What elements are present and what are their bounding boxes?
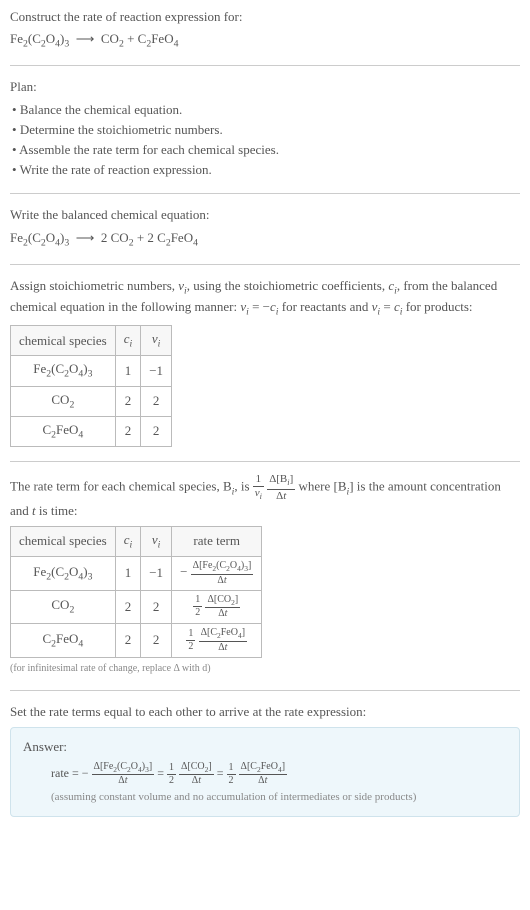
cell: 1 xyxy=(115,557,141,591)
col-header: chemical species xyxy=(11,526,116,556)
cell: C2FeO4 xyxy=(11,416,116,446)
table2-footnote: (for infinitesimal rate of change, repla… xyxy=(10,662,520,676)
plan-list: Balance the chemical equation. Determine… xyxy=(10,101,520,180)
header-prompt: Construct the rate of reaction expressio… xyxy=(10,8,520,26)
cell: C2FeO4 xyxy=(11,624,116,658)
table-row: C2FeO4 2 2 xyxy=(11,416,172,446)
rateterm-text: The rate term for each chemical species,… xyxy=(10,474,520,520)
plan-item: Balance the chemical equation. xyxy=(12,101,520,119)
cell: 1 xyxy=(115,356,141,386)
col-header: ci xyxy=(115,326,141,356)
cell: 2 xyxy=(115,624,141,658)
col-header: νi xyxy=(141,526,172,556)
answer-box: Answer: rate = − Δ[Fe2(C2O4)3]Δt = 12 Δ[… xyxy=(10,727,520,817)
table-row: C2FeO4 2 2 12 Δ[C2FeO4]Δt xyxy=(11,624,262,658)
cell: 2 xyxy=(115,416,141,446)
cell: −1 xyxy=(141,557,172,591)
plan-item: Assemble the rate term for each chemical… xyxy=(12,141,520,159)
rateterm-section: The rate term for each chemical species,… xyxy=(10,474,520,675)
table-row: Fe2(C2O4)3 1 −1 xyxy=(11,356,172,386)
divider xyxy=(10,461,520,462)
plan-title: Plan: xyxy=(10,78,520,96)
answer-equation: rate = − Δ[Fe2(C2O4)3]Δt = 12 Δ[CO2]Δt =… xyxy=(23,762,507,787)
balanced-title: Write the balanced chemical equation: xyxy=(10,206,520,224)
cell: 2 xyxy=(141,386,172,416)
col-header: νi xyxy=(141,326,172,356)
balanced-equation: Fe2(C2O4)3 ⟶ 2 CO2 + 2 C2FeO4 xyxy=(10,229,520,250)
cell: 12 Δ[CO2]Δt xyxy=(172,590,262,624)
col-header: ci xyxy=(115,526,141,556)
cell: 12 Δ[C2FeO4]Δt xyxy=(172,624,262,658)
cell: Fe2(C2O4)3 xyxy=(11,557,116,591)
assign-section: Assign stoichiometric numbers, νi, using… xyxy=(10,277,520,447)
cell: − Δ[Fe2(C2O4)3]Δt xyxy=(172,557,262,591)
cell: 2 xyxy=(141,624,172,658)
table-row: Fe2(C2O4)3 1 −1 − Δ[Fe2(C2O4)3]Δt xyxy=(11,557,262,591)
divider xyxy=(10,690,520,691)
col-header: rate term xyxy=(172,526,262,556)
cell: 2 xyxy=(141,416,172,446)
rateterm-table: chemical species ci νi rate term Fe2(C2O… xyxy=(10,526,262,658)
divider xyxy=(10,193,520,194)
assign-text: Assign stoichiometric numbers, νi, using… xyxy=(10,277,520,319)
col-header: chemical species xyxy=(11,326,116,356)
answer-note: (assuming constant volume and no accumul… xyxy=(23,790,507,805)
table-row: CO2 2 2 12 Δ[CO2]Δt xyxy=(11,590,262,624)
cell: 2 xyxy=(115,590,141,624)
cell: CO2 xyxy=(11,386,116,416)
plan-section: Plan: Balance the chemical equation. Det… xyxy=(10,78,520,179)
cell: −1 xyxy=(141,356,172,386)
balanced-section: Write the balanced chemical equation: Fe… xyxy=(10,206,520,249)
cell: CO2 xyxy=(11,590,116,624)
cell: 2 xyxy=(141,590,172,624)
header-equation: Fe2(C2O4)3 ⟶ CO2 + C2FeO4 xyxy=(10,30,520,51)
stoich-table: chemical species ci νi Fe2(C2O4)3 1 −1 C… xyxy=(10,325,172,447)
table-row: CO2 2 2 xyxy=(11,386,172,416)
cell: 2 xyxy=(115,386,141,416)
divider xyxy=(10,264,520,265)
divider xyxy=(10,65,520,66)
table-header-row: chemical species ci νi rate term xyxy=(11,526,262,556)
plan-item: Determine the stoichiometric numbers. xyxy=(12,121,520,139)
cell: Fe2(C2O4)3 xyxy=(11,356,116,386)
answer-label: Answer: xyxy=(23,738,507,756)
header-section: Construct the rate of reaction expressio… xyxy=(10,8,520,51)
setequal-section: Set the rate terms equal to each other t… xyxy=(10,703,520,817)
table-header-row: chemical species ci νi xyxy=(11,326,172,356)
setequal-text: Set the rate terms equal to each other t… xyxy=(10,703,520,721)
plan-item: Write the rate of reaction expression. xyxy=(12,161,520,179)
